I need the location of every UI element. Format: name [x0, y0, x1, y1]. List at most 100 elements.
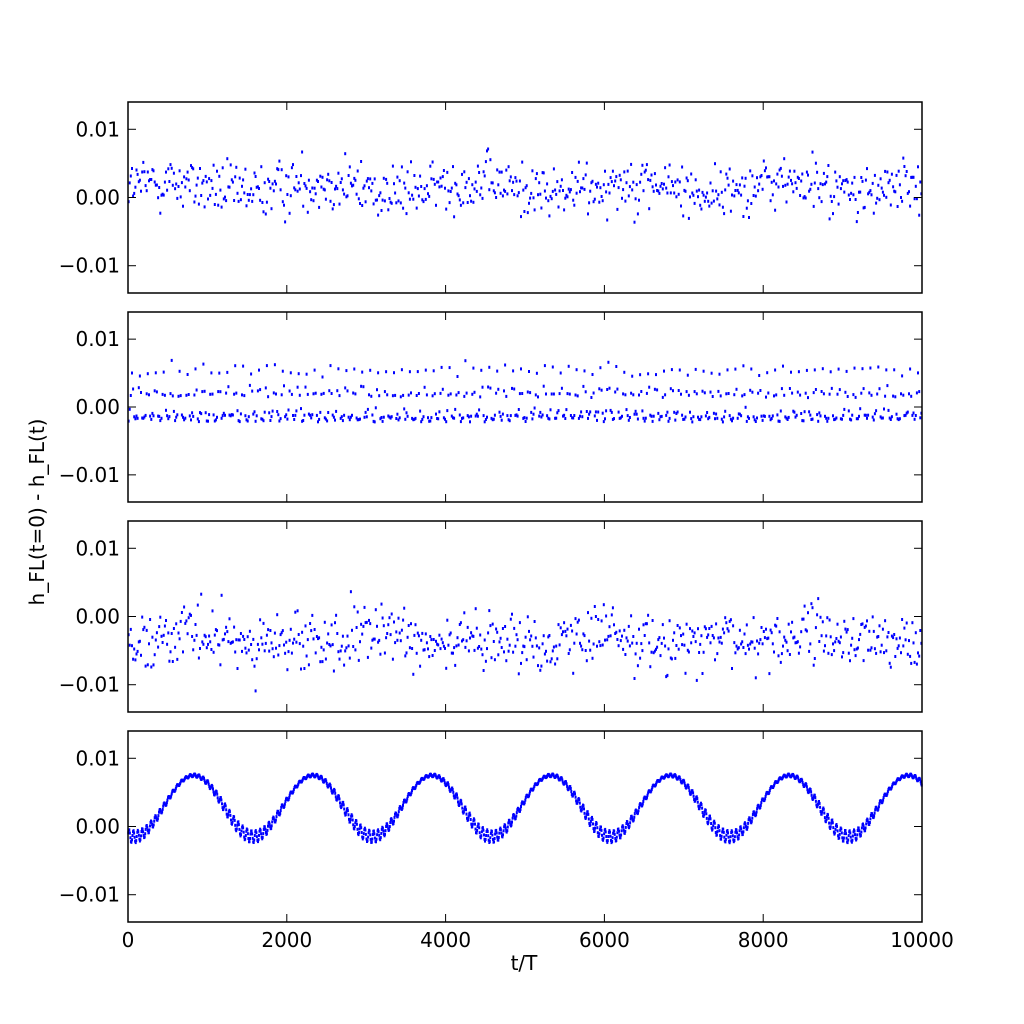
data-point — [391, 820, 394, 824]
data-point — [532, 196, 535, 200]
data-point — [837, 202, 840, 206]
data-point — [353, 827, 356, 831]
data-point — [338, 394, 341, 398]
data-point — [450, 414, 453, 418]
data-point — [814, 388, 817, 391]
data-point — [505, 394, 508, 398]
data-point — [414, 416, 417, 420]
data-point — [233, 625, 236, 629]
data-point — [695, 795, 698, 799]
data-point — [361, 632, 364, 636]
data-point — [131, 838, 133, 842]
data-point — [919, 778, 922, 782]
data-point — [140, 834, 142, 838]
data-point — [728, 619, 731, 623]
data-point — [262, 621, 265, 625]
data-point — [496, 168, 499, 172]
data-point — [813, 368, 816, 372]
data-point — [248, 383, 251, 387]
data-point — [476, 414, 479, 418]
data-point — [791, 391, 794, 395]
data-point — [188, 612, 191, 616]
data-point — [883, 651, 885, 655]
data-point — [808, 649, 811, 653]
data-point — [296, 609, 299, 613]
data-point — [613, 417, 615, 421]
data-point — [526, 615, 529, 619]
data-point — [919, 416, 922, 420]
data-point — [414, 185, 417, 189]
data-point — [346, 389, 349, 393]
data-point — [680, 392, 682, 396]
data-point — [148, 179, 150, 183]
data-point — [715, 833, 718, 837]
data-point — [270, 415, 273, 419]
data-point — [385, 825, 388, 828]
data-point — [325, 781, 328, 785]
data-point — [428, 655, 431, 659]
data-point — [286, 417, 289, 421]
data-point — [335, 613, 338, 617]
data-point — [741, 394, 744, 398]
data-point — [294, 610, 297, 614]
data-point — [389, 633, 392, 637]
data-point — [675, 644, 678, 647]
data-point — [440, 184, 443, 188]
data-point — [225, 391, 228, 395]
data-point — [605, 835, 608, 838]
data-point — [610, 180, 613, 184]
data-point — [387, 623, 390, 627]
data-point — [269, 419, 272, 422]
data-point — [360, 622, 363, 626]
data-point — [465, 180, 468, 184]
data-point — [516, 414, 519, 418]
data-point — [241, 649, 243, 653]
data-point — [192, 167, 195, 171]
data-point — [152, 663, 155, 667]
data-point — [748, 647, 750, 651]
data-point — [583, 634, 586, 638]
data-point — [284, 799, 287, 803]
data-point — [255, 414, 258, 418]
data-point — [607, 830, 610, 834]
data-point — [456, 636, 459, 640]
data-point — [348, 418, 351, 422]
data-point — [295, 409, 298, 413]
data-point — [743, 393, 746, 397]
data-point — [615, 835, 618, 839]
data-point — [625, 181, 628, 185]
data-point — [455, 644, 458, 648]
data-point — [524, 796, 527, 800]
data-point — [681, 413, 684, 417]
data-point — [616, 207, 619, 211]
data-point — [577, 416, 580, 420]
data-point — [919, 780, 922, 784]
data-point — [867, 820, 870, 824]
data-point — [514, 644, 517, 648]
data-point — [381, 419, 384, 423]
data-point — [812, 204, 815, 208]
data-point — [853, 366, 856, 370]
data-point — [486, 828, 489, 832]
data-point — [905, 411, 908, 415]
data-point — [819, 810, 822, 813]
data-point — [768, 789, 771, 792]
data-point — [222, 411, 225, 415]
data-point — [746, 827, 749, 831]
data-point — [427, 647, 429, 651]
data-point — [736, 647, 739, 651]
data-point — [619, 416, 622, 420]
data-point — [655, 782, 657, 786]
data-point — [909, 367, 912, 371]
data-point — [740, 827, 743, 831]
data-point — [490, 830, 493, 833]
data-point — [542, 384, 545, 388]
data-point — [195, 633, 198, 637]
data-point — [628, 644, 631, 648]
data-point — [793, 169, 796, 173]
data-point — [564, 417, 567, 420]
data-point — [242, 178, 245, 182]
data-point — [897, 169, 900, 173]
data-point — [349, 818, 352, 821]
data-point — [406, 635, 409, 639]
